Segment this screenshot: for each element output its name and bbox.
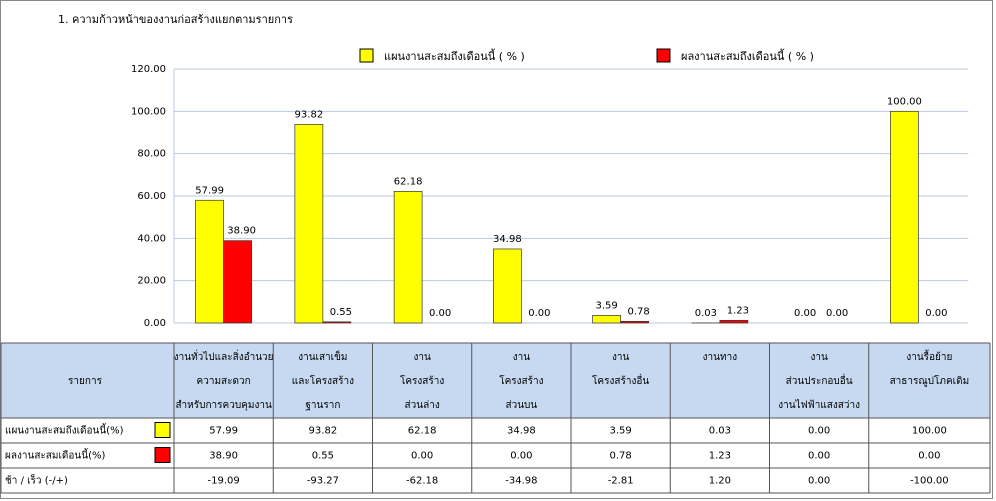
row-label: ช้า / เร็ว (-/+) xyxy=(5,473,68,487)
data-label: 0.00 xyxy=(429,308,451,319)
table-header: รายการ xyxy=(68,376,103,387)
category-label: ฐานราก xyxy=(305,400,340,411)
table-cell: -100.00 xyxy=(910,476,949,487)
bar xyxy=(223,240,252,324)
table-cell: -19.09 xyxy=(208,476,240,487)
table-cell: 62.18 xyxy=(408,426,437,437)
category-label: งาน xyxy=(810,352,827,363)
table-cell: -34.98 xyxy=(505,476,537,487)
table-cell: 1.20 xyxy=(709,476,731,487)
data-label: 100.00 xyxy=(887,96,922,107)
table-cell: 3.59 xyxy=(609,426,631,437)
table-cell: 0.55 xyxy=(312,451,334,462)
category-label: โครงสร้าง xyxy=(400,374,444,387)
category-label: ส่วนประกอบอื่น xyxy=(786,373,853,387)
category-label: งาน xyxy=(612,352,629,363)
chart-title: 1. ความก้าวหน้าของงานก่อสร้างแยกตามรายกา… xyxy=(58,13,293,26)
bar xyxy=(195,199,224,324)
category-label: งานทั่วไปและสิ่งอำนวย xyxy=(174,349,274,363)
table-cell: 93.82 xyxy=(309,426,338,437)
data-label: 38.90 xyxy=(227,226,256,237)
data-label: 0.55 xyxy=(330,307,352,318)
category-label: งานรื้อย้าย xyxy=(906,349,952,363)
category-label: งานเสาเข็ม xyxy=(298,349,347,363)
table-cell: -93.27 xyxy=(307,476,339,487)
table-cell: 1.23 xyxy=(709,451,731,462)
data-label: 1.23 xyxy=(727,305,749,316)
data-label: 93.82 xyxy=(295,109,324,120)
bar xyxy=(890,110,919,324)
bar xyxy=(719,320,749,324)
y-tick-label: 60.00 xyxy=(137,191,166,202)
table-cell: 0.00 xyxy=(918,451,940,462)
table-cell: 0.03 xyxy=(709,426,731,437)
y-tick-label: 120.00 xyxy=(131,64,166,75)
table-cell: 0.00 xyxy=(808,476,830,487)
y-tick-label: 40.00 xyxy=(137,233,166,244)
category-label: ส่วนบน xyxy=(506,400,538,411)
bar xyxy=(493,248,522,324)
legend-swatch xyxy=(656,48,671,63)
data-label: 0.00 xyxy=(925,308,947,319)
table-cell: -62.18 xyxy=(406,476,438,487)
table-cell: -2.81 xyxy=(608,476,634,487)
table-cell: 0.00 xyxy=(411,451,433,462)
data-label: 0.03 xyxy=(695,308,717,319)
row-swatch xyxy=(154,422,171,438)
legend-label: แผนงานสะสมถึงเดือนนี้ ( % ) xyxy=(384,48,525,63)
row-swatch xyxy=(154,447,171,463)
category-label: งานทาง xyxy=(703,352,738,363)
category-label: ส่วนล่าง xyxy=(405,400,440,411)
category-label: และโครงสร้าง xyxy=(292,374,354,387)
category-label: สำหรับการควบคุมงาน xyxy=(175,400,272,411)
bar xyxy=(294,124,324,324)
row-label: ผลงานสะสมเดือนนี้(%) xyxy=(5,448,105,462)
category-label: งานไฟฟ้าแสงสว่าง xyxy=(778,399,860,411)
table-cell: 57.99 xyxy=(209,426,238,437)
category-label: สาธารณูปโภคเดิม xyxy=(890,374,970,387)
data-label: 0.00 xyxy=(826,308,848,319)
data-label: 57.99 xyxy=(195,185,224,196)
category-label: งาน xyxy=(513,352,530,363)
data-label: 0.00 xyxy=(794,308,816,319)
data-label: 0.78 xyxy=(627,306,649,317)
category-label: ความสะดวก xyxy=(197,376,251,387)
table-header-bg xyxy=(1,343,990,418)
table-cell: 34.98 xyxy=(507,426,536,437)
table-cell: 100.00 xyxy=(912,426,947,437)
data-label: 62.18 xyxy=(394,176,423,187)
y-tick-label: 100.00 xyxy=(131,106,166,117)
y-tick-label: 80.00 xyxy=(137,149,166,160)
row-label: แผนงานสะสมถึงเดือนนี้(%) xyxy=(5,423,124,437)
bar xyxy=(592,315,621,324)
data-label: 34.98 xyxy=(493,234,522,245)
table-cell: 0.00 xyxy=(808,451,830,462)
bar xyxy=(620,320,649,324)
table-cell: 0.00 xyxy=(510,451,532,462)
table-cell: 0.00 xyxy=(808,426,830,437)
y-tick-label: 0.00 xyxy=(144,318,166,329)
bar xyxy=(322,321,352,324)
table-cell: 38.90 xyxy=(209,451,238,462)
category-label: โครงสร้าง xyxy=(499,374,543,387)
y-tick-label: 20.00 xyxy=(137,276,166,287)
legend-label: ผลงานสะสมถึงเดือนนี้ ( % ) xyxy=(681,48,814,63)
data-label: 0.00 xyxy=(528,308,550,319)
legend-swatch xyxy=(359,48,374,63)
data-label: 3.59 xyxy=(595,300,617,311)
table-cell: 0.78 xyxy=(609,451,631,462)
bar xyxy=(393,191,423,324)
category-label: โครงสร้างอื่น xyxy=(592,373,649,387)
category-label: งาน xyxy=(413,352,430,363)
